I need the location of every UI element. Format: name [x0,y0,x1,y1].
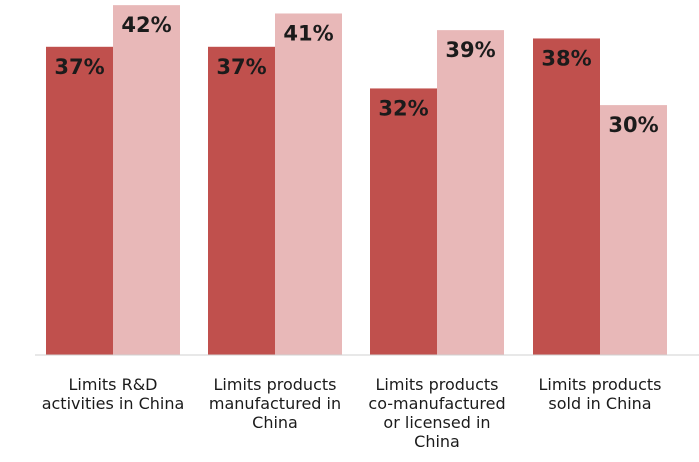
bar-series-2-cat-3 [437,30,504,355]
category-label-2-line-3: China [252,413,298,432]
category-label-4-line-1: Limits products [539,375,662,394]
category-label-1: Limits R&D activities in China [42,375,185,413]
bar-series-1-cat-3 [370,88,437,355]
value-label-series-2-cat-2: 41% [283,21,333,45]
category-label-4-line-2: sold in China [548,394,651,413]
bar-series-1-cat-2 [208,46,275,355]
value-label-series-2-cat-3: 39% [445,38,495,62]
category-label-1-line-2: activities in China [42,394,185,413]
bar-series-2-cat-2 [275,13,342,355]
bar-series-1-cat-4 [533,38,600,356]
value-label-series-1-cat-2: 37% [216,55,266,79]
category-label-3-line-1: Limits products [376,375,499,394]
value-label-series-1-cat-1: 37% [54,55,104,79]
category-label-4: Limits products sold in China [539,375,662,413]
bar-series-2-cat-4 [600,105,667,355]
value-label-series-2-cat-4: 30% [608,113,658,137]
bars-layer [46,5,667,356]
category-label-3-line-4: China [414,432,460,451]
value-label-series-2-cat-1: 42% [121,13,171,37]
category-label-3-line-2: co-manufactured [368,394,505,413]
category-label-2-line-1: Limits products [214,375,337,394]
value-labels-layer: 37% 37% 32% 38% 42% 41% 39% 30% [54,13,658,137]
category-label-2: Limits products manufactured in China [209,375,341,432]
category-label-2-line-2: manufactured in [209,394,341,413]
bar-series-2-cat-1 [113,5,180,355]
bar-series-1-cat-1 [46,46,113,355]
value-label-series-1-cat-3: 32% [378,96,428,120]
category-labels-layer: Limits R&D activities in China Limits prod… [42,375,662,451]
category-label-1-line-1: Limits R&D [69,375,158,394]
value-label-series-1-cat-4: 38% [541,46,591,70]
category-label-3: Limits products co-manufactured or license… [368,375,505,451]
category-label-3-line-3: or licensed in [383,413,490,432]
